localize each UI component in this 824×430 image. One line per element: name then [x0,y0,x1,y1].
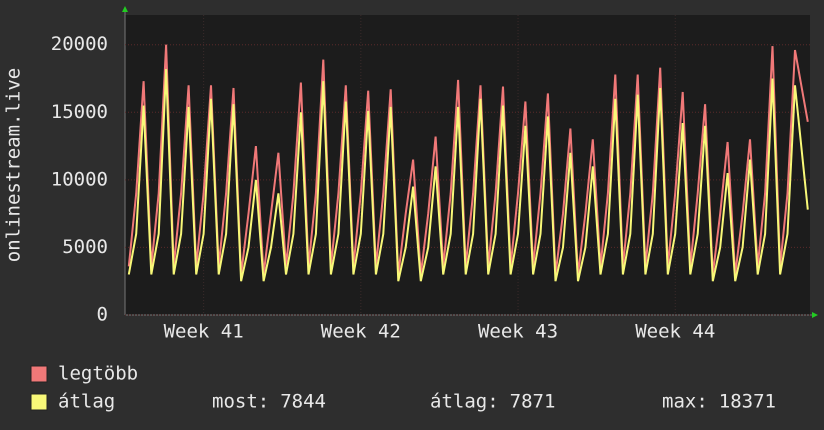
y-tick-label: 0 [97,304,108,326]
axis-arrow [122,6,128,12]
x-tick-label: Week 41 [164,321,244,343]
axis-arrow [812,312,818,318]
stat-value: 7871 [510,391,556,413]
y-tick-label: 15000 [51,101,108,123]
legend-swatch [30,393,48,411]
stat-value: 18371 [719,391,776,413]
legend-label: átlag [58,391,115,413]
stat-label: most: [212,391,269,413]
x-tick-label: Week 42 [321,321,401,343]
legend-label: legtöbb [58,363,138,385]
stat-label: átlag: [430,391,499,413]
stat-value: 7844 [280,391,326,413]
series-line [127,69,809,282]
x-tick-label: Week 44 [635,321,715,343]
y-tick-label: 20000 [51,33,108,55]
y-axis-label: onlinestream.live [3,68,25,262]
x-tick-label: Week 43 [478,321,558,343]
y-tick-label: 10000 [51,168,108,190]
y-tick-label: 5000 [62,236,108,258]
stat-label: max: [662,391,708,413]
legend-swatch [30,365,48,383]
